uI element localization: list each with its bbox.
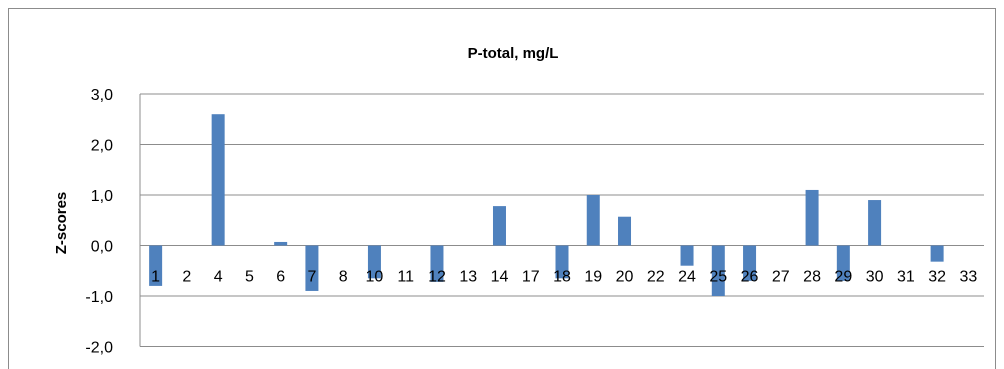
x-tick-label: 30 (866, 269, 884, 286)
y-tick-label: -1,0 (85, 289, 113, 306)
grid-lines (139, 93, 984, 347)
x-tick-label: 10 (366, 269, 384, 286)
bar-4 (211, 114, 225, 246)
y-tick-label: 2,0 (91, 138, 113, 155)
x-tick-label: 18 (553, 269, 571, 286)
x-tick-label: 7 (307, 269, 316, 286)
chart-title: P-total, mg/L (468, 45, 559, 62)
x-tick-label: 8 (339, 269, 348, 286)
bar-19 (586, 195, 600, 246)
y-tick-labels: 3,0 2,0 1,0 0,0 -1,0 -2,0 (85, 87, 113, 357)
x-tick-label: 27 (772, 269, 790, 286)
x-tick-label: 1 (151, 269, 160, 286)
bars (149, 114, 944, 296)
x-tick-label: 4 (214, 269, 223, 286)
x-tick-label: 17 (522, 269, 540, 286)
x-tick-label: 6 (276, 269, 285, 286)
y-tick-label: 0,0 (91, 239, 113, 256)
bar-1 (149, 245, 163, 286)
x-tick-label: 22 (647, 269, 665, 286)
x-tick-label: 20 (616, 269, 634, 286)
x-tick-label: 12 (428, 269, 446, 286)
bar-28 (805, 189, 819, 246)
y-tick-label: 3,0 (91, 87, 113, 104)
x-tick-label: 33 (959, 269, 977, 286)
bar-6 (274, 241, 288, 246)
x-tick-label: 28 (803, 269, 821, 286)
bar-26 (743, 245, 757, 281)
y-tick-label: -2,0 (85, 340, 113, 357)
bar-32 (930, 245, 944, 262)
bar-12 (430, 245, 444, 282)
x-tick-label: 31 (897, 269, 915, 286)
bar-7 (305, 245, 319, 291)
x-tick-label: 11 (397, 269, 414, 286)
x-tick-label: 26 (741, 269, 759, 286)
bar-30 (868, 200, 882, 246)
x-tick-label: 25 (709, 269, 727, 286)
x-tick-label: 19 (584, 269, 602, 286)
bar-25 (711, 245, 725, 296)
x-tick-labels: 1 2 4 5 6 7 8 10 11 12 13 14 17 18 19 20 22 24 25 26 27 28 29 3… (151, 269, 977, 286)
x-tick-label: 14 (491, 269, 509, 286)
bar-10 (367, 245, 381, 279)
bar-29 (836, 245, 850, 281)
y-axis-label: Z-scores (53, 192, 70, 255)
x-tick-label: 5 (245, 269, 254, 286)
bar-14 (492, 206, 506, 246)
x-tick-label: 24 (678, 269, 696, 286)
x-tick-label: 2 (182, 269, 191, 286)
bar-24 (680, 245, 694, 266)
bar-18 (555, 245, 569, 279)
x-tick-label: 13 (459, 269, 477, 286)
chart-area (8, 8, 996, 369)
bar-20 (618, 216, 632, 246)
x-tick-label: 29 (834, 269, 852, 286)
y-tick-label: 1,0 (91, 188, 113, 205)
x-tick-label: 32 (928, 269, 946, 286)
